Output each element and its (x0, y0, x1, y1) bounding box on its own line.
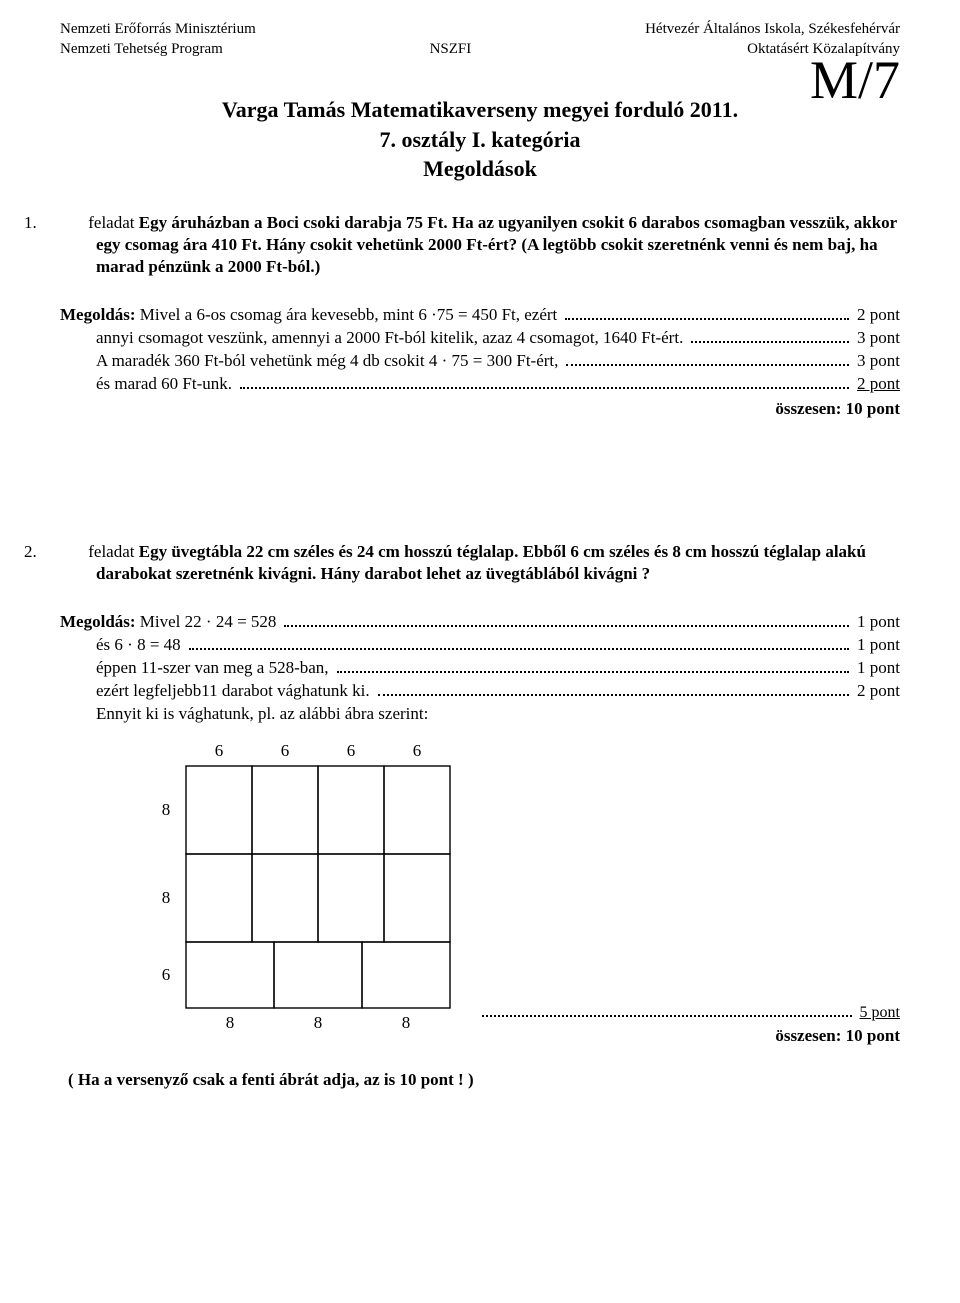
title-block: Varga Tamás Matematikaverseny megyei for… (60, 95, 900, 184)
header-center: NSZFI (430, 20, 472, 59)
solution-1-total: összesen: 10 pont (60, 398, 900, 421)
cut-piece (252, 766, 318, 854)
diagram-dimension-label: 8 (162, 800, 171, 819)
solution-2-line-2: és 6 · 8 = 48 1 pont (96, 634, 900, 657)
solution-2-l1-left: Mivel 22 · 24 = 528 (136, 612, 277, 631)
header-right-1: Hétvezér Általános Iskola, Székesfehérvá… (645, 20, 900, 40)
diagram-dimension-label: 8 (402, 1013, 411, 1032)
title-line-2: 7. osztály I. kategória (60, 125, 900, 155)
diagram-dimension-label: 6 (162, 965, 171, 984)
page: Nemzeti Erőforrás Minisztérium Nemzeti T… (0, 0, 960, 1303)
problem-2-body: 2. feladat Egy üvegtábla 22 cm széles és… (96, 541, 900, 585)
diagram-dimension-label: 6 (413, 741, 422, 760)
solution-1-lead: Megoldás: (60, 305, 136, 324)
dot-leader (240, 378, 849, 389)
solution-1-l2-left: annyi csomagot veszünk, amennyi a 2000 F… (96, 327, 683, 350)
solution-2-post: Ennyit ki is vághatunk, pl. az alábbi áb… (96, 703, 900, 726)
solution-2-line-5: 5 pont (480, 1004, 900, 1022)
solution-2-line-3: éppen 11-szer van meg a 528-ban, 1 pont (96, 657, 900, 680)
footnote: ( Ha a versenyző csak a fenti ábrát adja… (68, 1070, 900, 1090)
solution-1-line-1: Megoldás: Mivel a 6-os csomag ára kevese… (60, 304, 900, 327)
solution-2-l4-pts: 2 pont (857, 680, 900, 703)
solution-2-l3-left: éppen 11-szer van meg a 528-ban, (96, 657, 329, 680)
solution-1-l2-pts: 3 pont (857, 327, 900, 350)
diagram-dimension-label: 8 (314, 1013, 323, 1032)
dot-leader (284, 616, 849, 627)
problem-1-text: Egy áruházban a Boci csoki darabja 75 Ft… (96, 213, 897, 276)
dot-leader (566, 355, 849, 366)
diagram-dimension-label: 8 (162, 888, 171, 907)
dot-leader (378, 685, 849, 696)
solution-2-lead: Megoldás: (60, 612, 136, 631)
solution-2-l2-left: és 6 · 8 = 48 (96, 634, 181, 657)
cut-piece (186, 766, 252, 854)
problem-2-number: 2. (60, 541, 84, 563)
header-left-2: Nemzeti Tehetség Program (60, 40, 256, 60)
solution-2-l2-pts: 1 pont (857, 634, 900, 657)
diagram-dimension-label: 8 (226, 1013, 235, 1032)
title-line-1: Varga Tamás Matematikaverseny megyei for… (60, 95, 900, 125)
dot-leader (337, 662, 849, 673)
dot-leader (189, 639, 849, 650)
solution-2-l5-pts: 5 pont (860, 1004, 900, 1022)
cut-piece (318, 766, 384, 854)
solution-1-l3-left: A maradék 360 Ft-ból vehetünk még 4 db c… (96, 350, 558, 373)
problem-1-number: 1. (60, 212, 84, 234)
solution-1-l3-pts: 3 pont (857, 350, 900, 373)
problem-1: 1. feladat Egy áruházban a Boci csoki da… (60, 212, 900, 278)
cut-piece (186, 854, 252, 942)
solution-1-l1-pts: 2 pont (857, 304, 900, 327)
dot-leader (691, 332, 849, 343)
cut-piece (274, 942, 362, 1008)
solution-2-total: összesen: 10 pont (775, 1026, 900, 1046)
dot-leader (565, 309, 849, 320)
problem-2: 2. feladat Egy üvegtábla 22 cm széles és… (60, 541, 900, 585)
problem-1-body: 1. feladat Egy áruházban a Boci csoki da… (96, 212, 900, 278)
diagram-dimension-label: 6 (347, 741, 356, 760)
solution-2-line-4: ezért legfeljebb11 darabot vághatunk ki.… (96, 680, 900, 703)
cut-diagram-wrap: 6 6 6 6 8 8 6 8 8 8 5 pont összesen: 10 pont (60, 730, 900, 1050)
solution-2: Megoldás: Mivel 22 · 24 = 528 1 pont és … (60, 611, 900, 726)
solution-2-l3-pts: 1 pont (857, 657, 900, 680)
problem-1-label: feladat (88, 213, 134, 232)
cut-diagram: 6 6 6 6 8 8 6 8 8 8 (60, 730, 900, 1050)
solution-1-l1-left: Mivel a 6-os csomag ára kevesebb, mint 6… (140, 305, 557, 324)
solution-1-l4-pts: 2 pont (857, 373, 900, 396)
title-line-3: Megoldások (60, 154, 900, 184)
solution-2-l1-pts: 1 pont (857, 611, 900, 634)
cut-piece (318, 854, 384, 942)
cut-piece (252, 854, 318, 942)
header-left-1: Nemzeti Erőforrás Minisztérium (60, 20, 256, 40)
problem-2-label: feladat (88, 542, 134, 561)
dot-leader (482, 1006, 852, 1017)
solution-2-l4-left: ezért legfeljebb11 darabot vághatunk ki. (96, 680, 370, 703)
header-center-text: NSZFI (430, 40, 472, 60)
solution-1-line-3: A maradék 360 Ft-ból vehetünk még 4 db c… (96, 350, 900, 373)
solution-1: Megoldás: Mivel a 6-os csomag ára kevese… (60, 304, 900, 421)
cut-piece (186, 942, 274, 1008)
problem-2-text: Egy üvegtábla 22 cm széles és 24 cm hoss… (96, 542, 866, 583)
diagram-dimension-label: 6 (281, 741, 290, 760)
cut-piece (384, 766, 450, 854)
cut-piece (362, 942, 450, 1008)
cut-piece (384, 854, 450, 942)
solution-1-line-4: és marad 60 Ft-unk. 2 pont (96, 373, 900, 396)
solution-1-l4-left: és marad 60 Ft-unk. (96, 373, 232, 396)
solution-1-line-2: annyi csomagot veszünk, amennyi a 2000 F… (96, 327, 900, 350)
header-left: Nemzeti Erőforrás Minisztérium Nemzeti T… (60, 20, 256, 59)
diagram-dimension-label: 6 (215, 741, 224, 760)
solution-2-line-1: Megoldás: Mivel 22 · 24 = 528 1 pont (60, 611, 900, 634)
